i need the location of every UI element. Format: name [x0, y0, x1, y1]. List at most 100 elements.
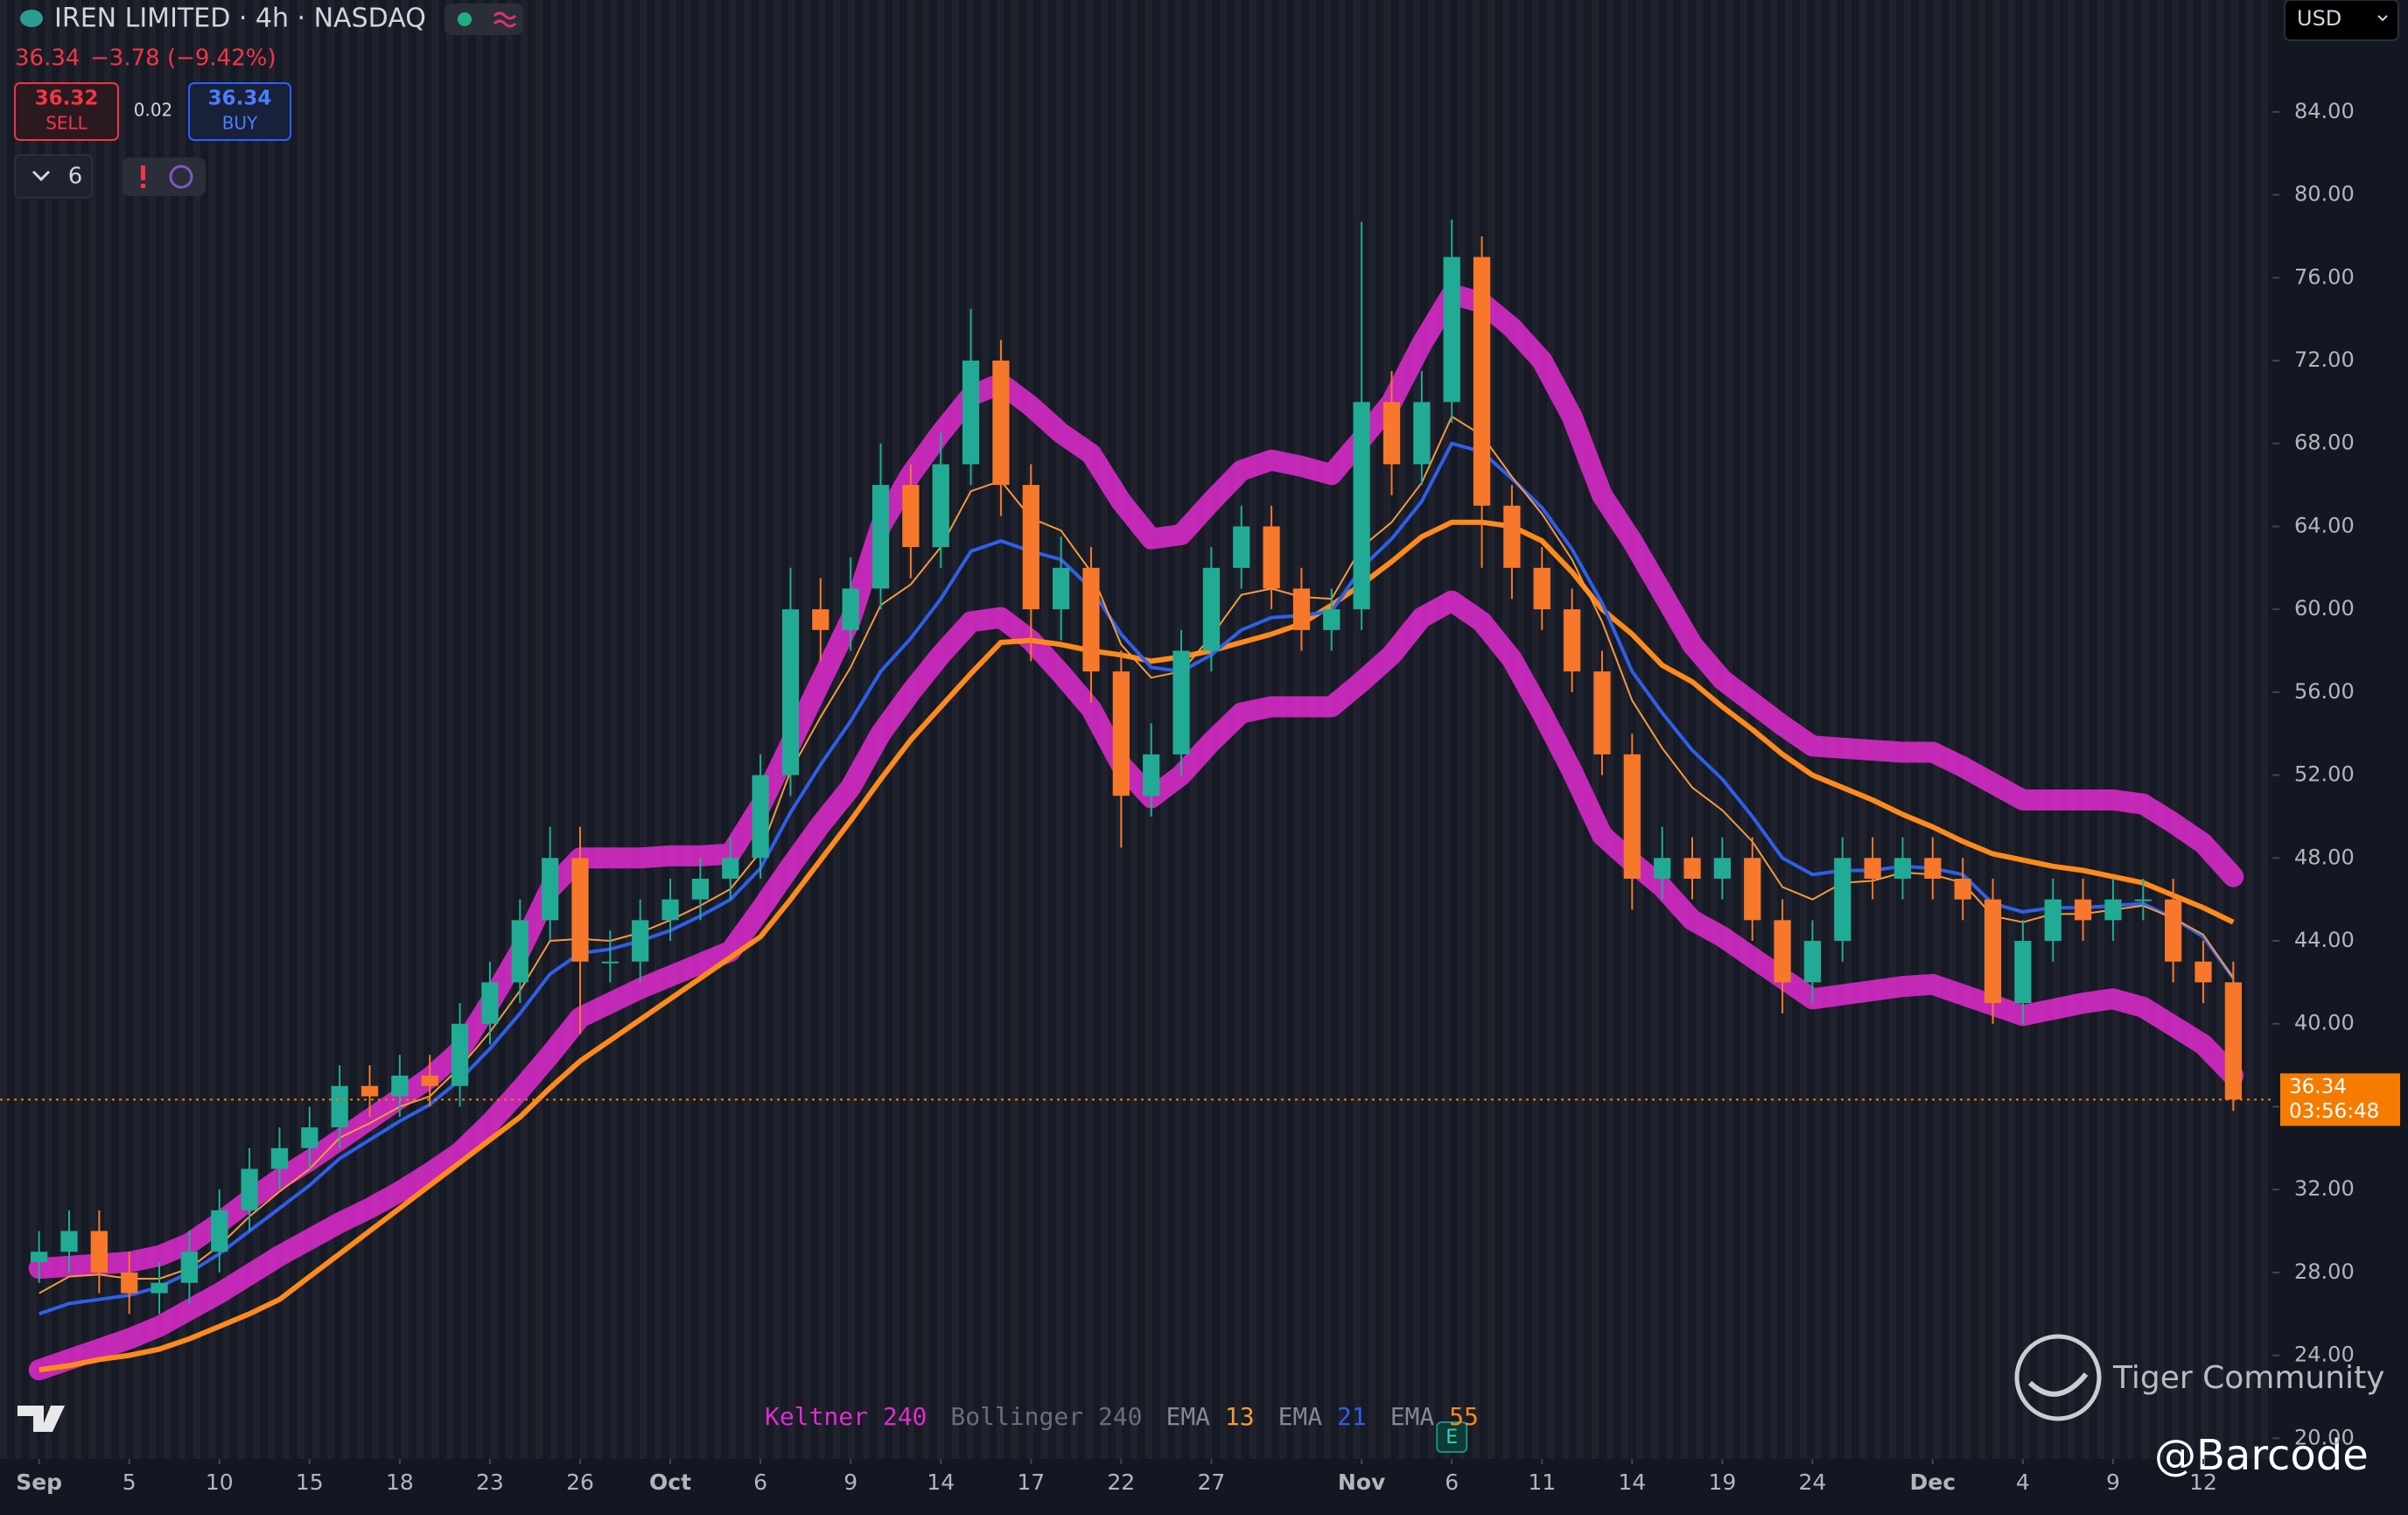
candle-body [1413, 402, 1431, 465]
candle-body [511, 920, 528, 983]
alerts-badge [122, 158, 206, 196]
symbol-logo [20, 10, 43, 27]
candle-body [421, 1075, 438, 1086]
buy-button[interactable] [188, 82, 291, 141]
y-tick-label: 84.00 [2294, 99, 2355, 123]
candle-body [241, 1168, 258, 1210]
candle-body [150, 1282, 168, 1294]
candle-body [2224, 982, 2242, 1100]
x-tick-label: 15 [296, 1469, 324, 1495]
currency-select[interactable] [2284, 0, 2399, 41]
x-tick-label: 14 [1618, 1469, 1646, 1495]
candle-body [1593, 671, 1611, 754]
candle-body [1533, 567, 1550, 610]
sell-price: 36.32 [35, 88, 99, 110]
last-price-box [2280, 1073, 2400, 1126]
x-tick-label: 12 [2189, 1469, 2217, 1495]
candle-body [1713, 858, 1731, 879]
candle-body [180, 1252, 199, 1283]
buy-price: 36.34 [208, 88, 272, 110]
candle-body [962, 361, 980, 465]
candle-body [1503, 505, 1521, 568]
ema-line [38, 415, 2235, 1294]
candle-body [542, 858, 559, 921]
candle-body [1803, 941, 1822, 983]
x-tick-label: 10 [206, 1469, 234, 1495]
candle-body [1053, 567, 1070, 610]
sell-label: SELL [46, 113, 88, 134]
x-tick-label: Oct [649, 1469, 691, 1495]
indicator-count: 6 [68, 164, 83, 190]
y-tick-label: 40.00 [2294, 1011, 2355, 1035]
x-tick-label: 19 [1708, 1469, 1736, 1495]
indicator-toggle[interactable] [14, 154, 93, 199]
legend-name: EMA [1278, 1402, 1323, 1431]
x-tick-label: 9 [844, 1469, 858, 1495]
y-tick-label: 68.00 [2294, 431, 2355, 455]
candle-body [1112, 671, 1130, 796]
candle-body [1202, 567, 1220, 651]
earnings-badge[interactable] [1436, 1421, 1468, 1453]
last-price: 36.34 [15, 46, 80, 72]
candle-body [752, 775, 769, 859]
candle-body [2074, 899, 2092, 921]
x-tick-label: 22 [1107, 1469, 1135, 1495]
extended-hours-icon [493, 11, 517, 28]
x-tick-label: Dec [1910, 1469, 1956, 1495]
y-tick-label: 20.00 [2294, 1425, 2355, 1449]
candle-body [662, 899, 679, 921]
currency-chevron [2377, 15, 2388, 22]
candle-body [932, 464, 949, 548]
candle-body [90, 1231, 108, 1273]
candle-body [872, 485, 890, 589]
buy-label: BUY [222, 113, 258, 134]
x-tick-label: 6 [1445, 1469, 1459, 1495]
candle-body [2104, 899, 2122, 921]
candle-body [60, 1231, 78, 1252]
candle-body [1744, 858, 1761, 921]
x-tick-label: 4 [2016, 1469, 2030, 1495]
x-tick-label: 23 [476, 1469, 504, 1495]
candle-body [301, 1127, 318, 1148]
y-tick-label: 48.00 [2294, 845, 2355, 869]
refresh-icon[interactable] [169, 165, 193, 189]
candle-body [31, 1252, 48, 1263]
candle-body [2194, 961, 2212, 983]
plot-background [0, 0, 2272, 1459]
x-tick-label: 18 [386, 1469, 414, 1495]
candle-body [391, 1075, 409, 1097]
candle-body [121, 1272, 138, 1294]
candle-body [1774, 920, 1791, 983]
sell-button[interactable] [14, 82, 119, 141]
currency: USD [2297, 6, 2342, 31]
x-tick-label: 14 [927, 1469, 955, 1495]
candle-body [1022, 485, 1040, 610]
y-tick-label: 56.00 [2294, 679, 2355, 704]
y-tick-label: 44.00 [2294, 928, 2355, 952]
warning-dot [141, 184, 145, 188]
price-change: −3.78 (−9.42%) [90, 46, 276, 72]
candle-body [481, 982, 499, 1024]
candle-body [1323, 609, 1340, 630]
candle-body [812, 609, 830, 630]
candle-body [1563, 609, 1581, 672]
spread: 0.02 [134, 100, 173, 121]
warning-icon[interactable] [141, 165, 145, 180]
candle-body [1864, 858, 1881, 879]
legend-length: 240 [883, 1402, 928, 1431]
y-tick-label: 60.00 [2294, 596, 2355, 621]
platform-logo[interactable] [18, 1406, 65, 1432]
candle-body [331, 1085, 348, 1128]
y-tick-label: 52.00 [2294, 762, 2355, 787]
candle-body [902, 485, 920, 548]
legend-length: 21 [1337, 1402, 1367, 1431]
candle-body [1954, 878, 1971, 900]
y-tick-label: 32.00 [2294, 1176, 2355, 1201]
candle-body [1473, 256, 1491, 506]
candle-body [1684, 858, 1701, 879]
candle-body [601, 961, 619, 964]
candle-body [2014, 941, 2032, 1004]
plot [28, 219, 2244, 1381]
keltner-band [28, 590, 2244, 1381]
